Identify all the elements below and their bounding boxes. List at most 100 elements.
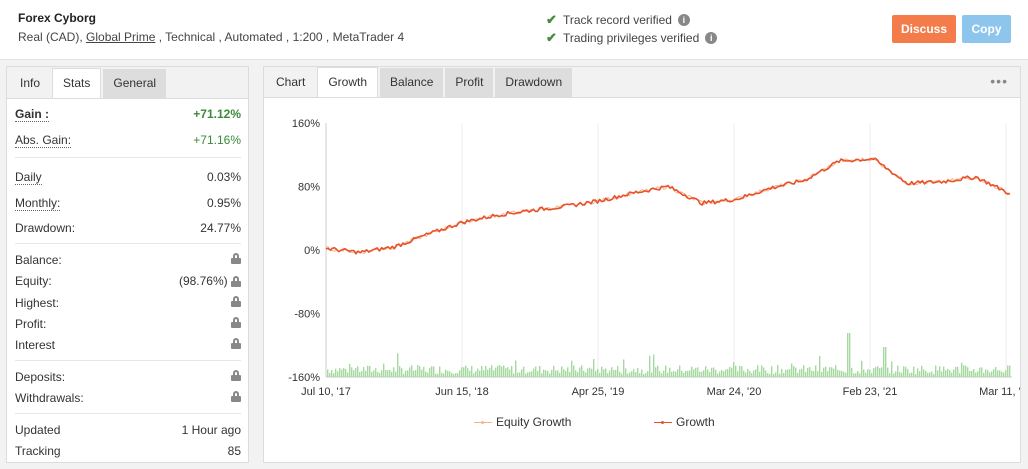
volume-bar: [509, 369, 511, 377]
volume-bar: [759, 371, 761, 377]
stat-equity: Equity: (98.76%): [15, 274, 241, 288]
volume-bar: [949, 370, 951, 377]
volume-bar: [855, 373, 857, 377]
stat-label: Updated: [15, 423, 61, 437]
tab-drawdown[interactable]: Drawdown: [495, 68, 573, 97]
info-icon[interactable]: i: [677, 14, 690, 26]
volume-bar: [823, 367, 825, 377]
legend-equity-growth[interactable]: Equity Growth: [474, 415, 571, 429]
volume-bar: [529, 371, 531, 377]
check-icon: ✔: [546, 12, 557, 27]
volume-bar: [865, 372, 867, 377]
volume-bar: [959, 373, 961, 377]
volume-bar: [899, 372, 901, 377]
tab-profit[interactable]: Profit: [445, 68, 494, 97]
copy-button[interactable]: Copy: [962, 15, 1011, 43]
volume-bar: [387, 370, 389, 377]
volume-bar: [403, 373, 405, 377]
volume-bar: [561, 366, 563, 377]
volume-bar: [357, 366, 359, 377]
volume-bar: [675, 371, 677, 377]
account-type: Real (CAD),: [18, 30, 87, 44]
volume-bar: [459, 370, 461, 377]
stat-label[interactable]: Daily: [15, 170, 42, 185]
discuss-button[interactable]: Discuss: [892, 15, 956, 43]
volume-bar: [579, 367, 581, 377]
tab-stats[interactable]: Stats: [52, 68, 102, 98]
volume-bar: [703, 370, 705, 377]
stat-abs-gain: Abs. Gain: +71.16%: [15, 133, 241, 148]
volume-bar: [565, 370, 567, 377]
volume-bar: [923, 369, 925, 377]
stat-label: Withdrawals:: [15, 391, 84, 405]
stat-value: 24.77%: [200, 221, 241, 235]
volume-bar: [943, 366, 945, 377]
volume-bar: [661, 373, 663, 377]
volume-bar: [619, 371, 621, 377]
volume-bar: [777, 365, 779, 377]
volume-bar: [457, 373, 459, 377]
stat-label[interactable]: Gain :: [15, 107, 50, 122]
volume-bar: [801, 368, 803, 377]
volume-bar: [433, 366, 435, 377]
volume-bar: [589, 367, 591, 377]
stat-withdrawals: Withdrawals:: [15, 391, 241, 405]
volume-bar: [609, 370, 611, 377]
tab-info[interactable]: Info: [20, 76, 41, 90]
tab-general[interactable]: General: [103, 69, 167, 98]
volume-bar: [367, 365, 369, 377]
volume-bar: [957, 366, 959, 377]
volume-bar: [393, 367, 395, 377]
volume-bar: [809, 366, 811, 377]
volume-bar: [637, 368, 639, 377]
volume-bar: [399, 366, 401, 377]
stat-value: +71.12%: [193, 107, 241, 121]
volume-bar: [653, 354, 655, 377]
volume-bar: [549, 373, 551, 377]
volume-bar: [639, 373, 641, 377]
tab-growth[interactable]: Growth: [317, 67, 379, 97]
stat-label[interactable]: Abs. Gain:: [15, 133, 72, 148]
stat-label[interactable]: Monthly:: [15, 196, 61, 211]
volume-bar: [929, 372, 931, 377]
stat-value: 0.95%: [206, 196, 241, 210]
volume-bar: [787, 369, 789, 377]
volume-bar: [375, 368, 377, 377]
tab-chart[interactable]: Chart: [276, 75, 306, 89]
volume-bar: [487, 369, 489, 377]
legend-growth[interactable]: Growth: [654, 415, 715, 429]
volume-bar: [647, 371, 649, 377]
volume-bar: [737, 371, 739, 377]
stat-label: Deposits:: [15, 370, 66, 384]
tab-balance[interactable]: Balance: [380, 68, 444, 97]
volume-bar: [347, 372, 349, 377]
volume-bar: [485, 365, 487, 377]
legend-swatch: [654, 420, 672, 424]
volume-bar: [965, 365, 967, 377]
volume-bar: [397, 353, 399, 377]
volume-bar: [551, 369, 553, 377]
volume-bar: [517, 372, 519, 377]
volume-bar: [353, 370, 355, 377]
broker-link[interactable]: Global Prime: [86, 30, 156, 44]
volume-bar: [785, 369, 787, 377]
divider: [15, 360, 241, 361]
volume-bar: [947, 368, 949, 377]
volume-bar: [651, 372, 653, 377]
info-icon[interactable]: i: [705, 32, 718, 44]
volume-bar: [1001, 371, 1003, 377]
volume-bar: [697, 367, 699, 377]
volume-bar: [827, 371, 829, 377]
volume-bar: [491, 365, 493, 377]
volume-bar: [683, 372, 685, 377]
volume-bar: [419, 366, 421, 377]
volume-bar: [489, 367, 491, 377]
stat-balance: Balance:: [15, 253, 241, 267]
volume-bar: [969, 370, 971, 377]
x-tick-label: Feb 23, '21: [843, 386, 898, 398]
volume-bar: [881, 367, 883, 377]
volume-bar: [483, 370, 485, 377]
volume-bar: [821, 372, 823, 377]
more-options-icon[interactable]: •••: [990, 73, 1008, 89]
volume-bar: [413, 370, 415, 377]
